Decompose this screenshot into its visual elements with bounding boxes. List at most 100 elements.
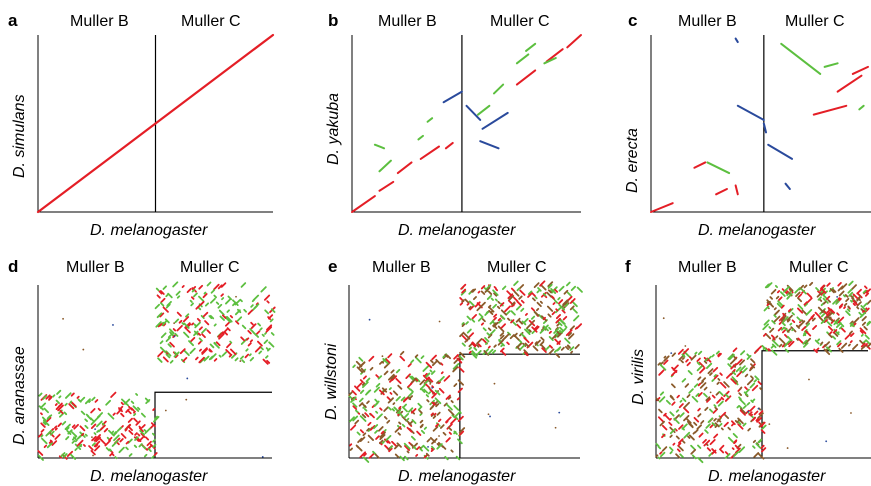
synteny-point-d-C-212 — [196, 317, 201, 322]
synteny-point-d-C-186 — [221, 314, 227, 319]
synteny-point-f-C-180 — [762, 333, 767, 337]
synteny-point-e-C-123 — [565, 281, 571, 287]
synteny-point-d-C-68 — [201, 333, 206, 339]
synteny-point-d-B-199 — [144, 427, 151, 435]
synteny-point-e-B-245 — [350, 424, 357, 431]
synteny-point-e-B-66 — [414, 356, 422, 364]
synteny-point-e-B-131 — [434, 397, 442, 405]
synteny-point-f-B-99 — [685, 358, 689, 363]
synteny-point-e-C-19 — [497, 325, 505, 333]
synteny-point-d-C-34 — [157, 357, 163, 363]
synteny-point-f-B-284 — [726, 372, 732, 379]
synteny-point-f-C-17 — [844, 294, 849, 298]
synteny-point-e-B-251 — [442, 431, 447, 436]
synteny-point-d-B-133 — [84, 433, 88, 437]
synteny-point-f-C-103 — [776, 302, 783, 309]
synteny-point-d-C-14 — [224, 321, 231, 327]
synteny-point-e-B-40 — [401, 423, 406, 428]
synteny-point-d-C-137 — [183, 349, 190, 357]
synteny-point-d-B-105 — [45, 394, 51, 400]
synteny-point-e-C-141 — [568, 333, 575, 340]
synteny-point-e-C-221 — [563, 289, 569, 295]
synteny-point-e-B-122 — [388, 447, 393, 453]
synteny-point-d-B-125 — [104, 439, 111, 447]
synteny-point-e-B-315 — [457, 387, 463, 393]
panel-letter-d: d — [8, 257, 18, 276]
synteny-point-e-B-201 — [363, 452, 367, 457]
synteny-point-d-B-192 — [134, 436, 139, 441]
synteny-point-f-C-204 — [796, 316, 802, 322]
synteny-point-f-C-237 — [827, 333, 833, 339]
synteny-point-e-B-304 — [399, 355, 406, 362]
synteny-point-d-C-211 — [158, 323, 163, 327]
synteny-point-e-C-0 — [504, 305, 511, 313]
synteny-point-f-C-184 — [817, 306, 825, 313]
synteny-point-d-C-145 — [193, 292, 198, 298]
synteny-point-e-C-208 — [536, 289, 540, 294]
synteny-point-e-B-0 — [375, 435, 380, 440]
synteny-outlier-d-2 — [164, 409, 167, 412]
synteny-point-e-B-260 — [373, 386, 380, 393]
synteny-point-f-C-270 — [773, 314, 777, 318]
synteny-point-e-C-133 — [461, 342, 466, 347]
synteny-point-e-C-233 — [497, 339, 505, 346]
synteny-point-f-C-148 — [801, 326, 807, 332]
synteny-point-f-B-117 — [676, 448, 681, 453]
synteny-point-e-B-168 — [395, 368, 401, 374]
synteny-point-f-B-180 — [716, 381, 720, 385]
synteny-point-e-C-84 — [564, 337, 571, 344]
synteny-point-f-C-126 — [823, 310, 829, 316]
synteny-point-f-B-165 — [677, 442, 682, 447]
synteny-point-f-C-15 — [786, 314, 793, 322]
synteny-point-e-B-163 — [379, 431, 386, 438]
synteny-outlier-f-9 — [757, 407, 760, 410]
synteny-point-e-C-292 — [533, 310, 540, 317]
synteny-point-d-B-131 — [133, 413, 137, 417]
synteny-point-e-B-308 — [457, 438, 463, 445]
synteny-point-e-B-241 — [423, 454, 428, 459]
synteny-point-e-C-98 — [464, 298, 470, 304]
synteny-point-f-B-148 — [713, 433, 719, 439]
synteny-point-e-C-178 — [497, 317, 502, 322]
synteny-point-f-B-129 — [711, 378, 715, 382]
synteny-point-d-C-118 — [165, 303, 171, 309]
synteny-point-d-B-184 — [71, 424, 76, 428]
synteny-outlier-d-12 — [186, 377, 189, 380]
synteny-point-d-B-208 — [84, 418, 88, 423]
synteny-point-f-C-177 — [860, 342, 866, 348]
synteny-point-f-B-298 — [661, 424, 668, 431]
synteny-point-f-B-255 — [731, 447, 735, 451]
synteny-point-e-B-208 — [383, 370, 389, 376]
synteny-point-f-C-14 — [845, 310, 851, 316]
synteny-point-f-C-235 — [828, 331, 833, 336]
synteny-point-e-C-289 — [523, 336, 530, 344]
muller-c-label-d: Muller C — [180, 259, 240, 276]
synteny-point-e-B-31 — [437, 418, 442, 423]
synteny-point-e-C-269 — [547, 313, 552, 318]
synteny-point-d-B-143 — [135, 420, 141, 426]
synteny-point-e-B-17 — [391, 440, 398, 448]
y-axis-label-a: D. simulans — [11, 94, 28, 178]
synteny-point-f-B-170 — [758, 439, 762, 444]
synteny-point-f-B-280 — [675, 435, 680, 440]
synteny-point-d-C-83 — [245, 337, 250, 341]
synteny-point-f-C-157 — [770, 288, 777, 295]
synteny-point-f-C-66 — [863, 325, 868, 331]
synteny-outlier-f-4 — [767, 307, 770, 310]
synteny-point-f-C-274 — [853, 317, 860, 324]
muller-b-label-e: Muller B — [372, 259, 431, 276]
synteny-point-f-B-8 — [697, 407, 701, 412]
synteny-point-d-B-137 — [130, 407, 135, 412]
synteny-point-d-C-39 — [226, 327, 231, 332]
synteny-point-f-B-5 — [744, 373, 749, 378]
synteny-point-d-C-128 — [189, 299, 193, 303]
synteny-point-e-C-243 — [466, 328, 472, 334]
synteny-point-e-B-270 — [398, 426, 402, 430]
synteny-point-e-C-53 — [559, 326, 565, 332]
synteny-outlier-e-9 — [368, 318, 371, 321]
synteny-point-d-C-175 — [239, 298, 243, 303]
synteny-point-e-C-209 — [556, 347, 561, 352]
synteny-point-e-B-152 — [394, 443, 400, 450]
synteny-point-e-B-231 — [450, 418, 457, 425]
synteny-point-e-B-141 — [393, 406, 399, 413]
